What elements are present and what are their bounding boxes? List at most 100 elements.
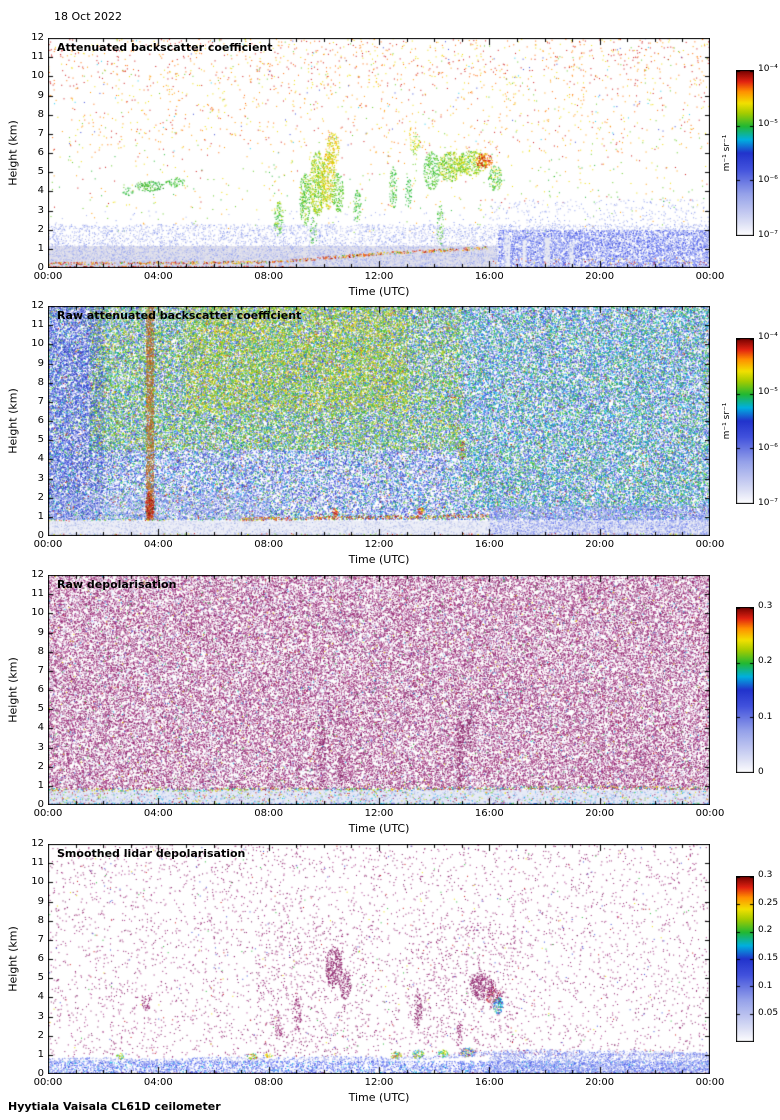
y-tick-label: 7 — [37, 395, 44, 407]
raw-depolarisation-heatmap: Raw depolarisation — [48, 575, 710, 805]
colorbar-tick-label: 0.3 — [758, 601, 773, 611]
x-tick-label: 04:00 — [143, 271, 173, 282]
colorbar-tick-label: 0.2 — [758, 656, 773, 667]
colorbar-tick-label: 10⁻⁶ — [758, 442, 778, 453]
y-tick-label: 2 — [37, 760, 44, 772]
colorbar-unit-label: m⁻¹ sr⁻¹ — [722, 402, 732, 440]
colorbar-tick-label: 10⁻⁴ — [758, 332, 778, 342]
x-tick-label: 00:00 — [33, 808, 63, 819]
y-tick-label: 0 — [37, 262, 44, 273]
x-axis-label: Time (UTC) — [348, 1091, 410, 1104]
y-tick-label: 1 — [37, 510, 44, 522]
x-tick-label: 16:00 — [474, 271, 504, 282]
y-tick-label: 7 — [37, 933, 44, 945]
y-tick-label: 11 — [31, 319, 44, 331]
y-tick-label: 0 — [37, 530, 44, 541]
y-tick-label: 3 — [37, 472, 44, 484]
colorbar-tick-label: 10⁻⁷ — [758, 230, 778, 240]
y-tick-label: 6 — [37, 147, 44, 158]
y-axis-ticks: 0 1 2 3 4 5 6 7 8 9 10 11 12 — [18, 32, 44, 273]
x-axis-ticks: 00:00 04:00 08:00 12:00 16:00 20:00 00:00 — [34, 1077, 725, 1090]
panel-attenuated-backscatter: Height (km) 0 1 2 3 4 5 6 7 8 9 10 11 12 Attenuated … — [0, 32, 780, 306]
colorbar-unit-label: m⁻¹ sr⁻¹ — [722, 134, 732, 172]
y-tick-label: 8 — [37, 108, 44, 120]
x-tick-label: 12:00 — [364, 271, 394, 282]
smoothed-depolarisation-heatmap: Smoothed lidar depolarisation — [48, 844, 710, 1074]
y-tick-label: 7 — [37, 127, 44, 139]
panel-raw-depolarisation: Height (km) 0 1 2 3 4 5 6 7 8 9 10 11 12 Raw depolar… — [0, 569, 780, 843]
y-tick-label: 7 — [37, 664, 44, 676]
x-tick-label: 00:00 — [33, 1077, 63, 1088]
heatmap-canvas — [48, 575, 710, 805]
y-tick-label: 1 — [37, 1048, 44, 1060]
x-tick-label: 00:00 — [33, 271, 63, 282]
x-tick-label: 04:00 — [143, 539, 173, 550]
y-tick-label: 0 — [37, 1068, 44, 1079]
y-tick-label: 1 — [37, 779, 44, 791]
y-tick-label: 5 — [37, 972, 44, 984]
y-tick-label: 3 — [37, 1010, 44, 1022]
colorbar-tick-label: 0.3 — [758, 870, 773, 880]
y-tick-label: 0 — [37, 799, 44, 810]
y-tick-label: 9 — [37, 357, 44, 369]
plot-title: Attenuated backscatter coefficient — [57, 41, 273, 54]
heatmap-canvas — [48, 306, 710, 536]
instrument-label: Hyytiala Vaisala CL61D ceilometer — [8, 1100, 221, 1113]
y-tick-label: 5 — [37, 434, 44, 446]
plot-title: Raw depolarisation — [57, 578, 177, 591]
y-tick-label: 9 — [37, 89, 44, 101]
x-tick-label: 08:00 — [254, 539, 284, 550]
colorbar-ticks: 10⁻⁴ 10⁻⁵ 10⁻⁶ 10⁻⁷ — [736, 64, 780, 240]
colorbar: 0.3 0.2 0.1 0 — [736, 601, 780, 777]
colorbar-tick-label: 10⁻⁵ — [758, 119, 778, 130]
colorbar-tick-label: 0.25 — [758, 897, 779, 908]
x-axis-label: Time (UTC) — [348, 553, 410, 566]
y-tick-label: 5 — [37, 166, 44, 178]
y-tick-label: 3 — [37, 204, 44, 216]
y-tick-label: 6 — [37, 953, 44, 964]
x-axis-ticks: 00:00 04:00 08:00 12:00 16:00 20:00 00:00 — [34, 271, 725, 284]
x-tick-label: 04:00 — [143, 808, 173, 819]
y-tick-label: 11 — [31, 51, 44, 63]
x-tick-label: 04:00 — [143, 1077, 173, 1088]
colorbar-canvas — [736, 876, 754, 1042]
y-tick-label: 12 — [31, 569, 44, 580]
attenuated-backscatter-heatmap: Attenuated backscatter coefficient — [48, 38, 710, 268]
date-label: 18 Oct 2022 — [54, 10, 123, 23]
x-tick-label: 08:00 — [254, 271, 284, 282]
y-tick-label: 10 — [31, 876, 44, 888]
colorbar-canvas — [736, 338, 754, 504]
y-tick-label: 4 — [37, 185, 44, 197]
colorbar-tick-label: 10⁻⁶ — [758, 174, 778, 185]
colorbar: 10⁻⁴ 10⁻⁵ 10⁻⁶ 10⁻⁷ — [736, 332, 780, 508]
colorbar-canvas — [736, 607, 754, 773]
y-tick-label: 8 — [37, 645, 44, 657]
colorbar-tick-label: 0.1 — [758, 980, 773, 991]
x-tick-label: 16:00 — [474, 539, 504, 550]
x-tick-label: 12:00 — [364, 1077, 394, 1088]
x-tick-label: 00:00 — [695, 539, 725, 550]
y-axis-ticks: 0 1 2 3 4 5 6 7 8 9 10 11 12 — [18, 300, 44, 541]
x-tick-label: 20:00 — [585, 271, 615, 282]
y-tick-label: 6 — [37, 415, 44, 426]
y-tick-label: 9 — [37, 626, 44, 638]
y-tick-label: 10 — [31, 70, 44, 82]
x-tick-label: 00:00 — [695, 1077, 725, 1088]
panel-raw-backscatter: Height (km) 0 1 2 3 4 5 6 7 8 9 10 11 12 Raw attenua… — [0, 300, 780, 574]
x-axis-ticks: 00:00 04:00 08:00 12:00 16:00 20:00 00:00 — [34, 539, 725, 552]
colorbar-tick-label: 10⁻⁵ — [758, 387, 778, 398]
colorbar-ticks: 0.3 0.2 0.1 0 — [736, 601, 780, 777]
y-tick-label: 2 — [37, 223, 44, 235]
y-tick-label: 4 — [37, 722, 44, 734]
x-tick-label: 12:00 — [364, 539, 394, 550]
raw-backscatter-heatmap: Raw attenuated backscatter coefficient — [48, 306, 710, 536]
colorbar: 0.3 0.25 0.2 0.15 0.1 0.05 — [736, 870, 780, 1042]
x-tick-label: 00:00 — [695, 271, 725, 282]
colorbar-tick-label: 0.1 — [758, 711, 773, 722]
y-tick-label: 4 — [37, 991, 44, 1003]
y-tick-label: 3 — [37, 741, 44, 753]
x-tick-label: 20:00 — [585, 808, 615, 819]
colorbar-tick-label: 10⁻⁴ — [758, 64, 778, 74]
colorbar: 10⁻⁴ 10⁻⁵ 10⁻⁶ 10⁻⁷ — [736, 64, 780, 240]
x-axis-label: Time (UTC) — [348, 822, 410, 835]
